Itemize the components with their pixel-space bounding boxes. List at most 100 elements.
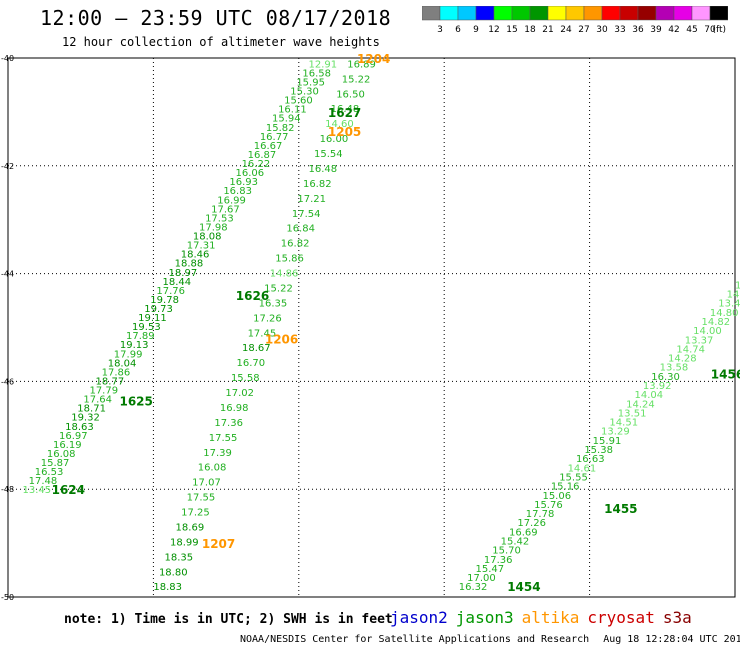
wave-height-value: 15.95 (296, 78, 325, 89)
wave-height-value: 16.19 (53, 440, 82, 451)
wave-height-value: 15.22 (342, 74, 371, 85)
wave-height-value: 18.99 (170, 537, 199, 548)
pass-time-label: 1205 (328, 125, 361, 139)
wave-height-value: 17.79 (89, 386, 118, 397)
wave-height-value: 18.71 (77, 404, 106, 415)
wave-height-value: 17.31 (187, 241, 216, 252)
wave-height-value: 13.92 (643, 381, 672, 392)
wave-height-value: 16.67 (254, 141, 283, 152)
wave-height-value: 18.97 (169, 268, 198, 279)
wave-height-value: 15.16 (551, 482, 580, 493)
wave-height-value: 17.99 (114, 349, 143, 360)
pass-time-label: 1207 (202, 537, 235, 551)
wave-height-value: 19.73 (144, 304, 173, 315)
wave-height-value: 18.63 (65, 422, 94, 433)
lat-tick-label: -42 (1, 162, 14, 171)
wave-height-value: 16.82 (303, 179, 332, 190)
lat-tick-label: -40 (1, 54, 14, 63)
wave-height-value: 14.74 (676, 344, 705, 355)
pass-time-label: 1455 (604, 502, 637, 516)
color-bin-label: 27 (578, 25, 589, 35)
wave-height-value: 16.48 (308, 164, 337, 175)
wave-height-value: 17.26 (253, 313, 282, 324)
wave-height-value: 18.67 (242, 343, 271, 354)
wave-height-value: 14.18 (727, 290, 740, 301)
satellite-legend-item: jason2 (390, 608, 448, 627)
wave-height-value: 16.63 (576, 454, 605, 465)
wave-height-value: 18.83 (153, 582, 182, 593)
wave-height-value: 13.45 (23, 485, 52, 496)
wave-height-value: 17.45 (248, 328, 277, 339)
lat-tick-label: -50 (1, 593, 14, 602)
pass-time-label: 1456 (711, 367, 740, 381)
wave-height-value: 16.22 (242, 159, 271, 170)
color-bin-label: 21 (542, 25, 553, 35)
pass-time-label: 1206 (265, 332, 298, 346)
page-title: 12:00 – 23:59 UTC 08/17/2018 (40, 6, 392, 30)
wave-height-value: 16.93 (229, 177, 258, 188)
credit-text: NOAA/NESDIS Center for Satellite Applica… (240, 634, 590, 645)
wave-height-value: 19.78 (150, 295, 179, 306)
satellite-legend-item: cryosat (587, 608, 655, 627)
wave-height-value: 16.58 (302, 68, 331, 79)
wave-height-value: 17.48 (29, 476, 58, 487)
wave-height-value: 15.82 (266, 123, 295, 134)
wave-height-value: 17.78 (526, 509, 555, 520)
wave-height-value: 17.21 (297, 194, 326, 205)
wave-height-value: 15.30 (290, 87, 319, 98)
color-bin (709, 6, 728, 21)
wave-height-value: 18.69 (176, 522, 205, 533)
color-bin-label: 12 (488, 25, 499, 35)
wave-height-value: 16.08 (198, 463, 227, 474)
wave-height-value: 17.53 (205, 213, 234, 224)
wave-height-value: 14.82 (702, 317, 731, 328)
wave-height-value: 14.00 (693, 326, 722, 337)
wave-height-value: 15.94 (272, 114, 301, 125)
pass-time-label: 1624 (52, 483, 85, 497)
color-bin-label: 9 (473, 25, 479, 35)
wave-height-value: 16.97 (59, 431, 88, 442)
wave-height-value: 16.53 (35, 467, 64, 478)
wave-height-value: 16.89 (347, 59, 376, 70)
satellite-legend: jason2 jason3 altika cryosat s3a (390, 608, 700, 627)
color-bin-label: 3 (437, 25, 443, 35)
wave-height-value: 15.38 (584, 445, 613, 456)
wave-height-value: 16.69 (509, 527, 538, 538)
wave-height-map: 757881848790-40-42-44-46-48-5013.4517.48… (1, 52, 740, 602)
wave-height-value: 15.22 (264, 283, 293, 294)
satellite-legend-item: s3a (662, 608, 692, 627)
wave-height-value: 16.82 (281, 239, 310, 250)
wave-height-value: 17.64 (83, 395, 112, 406)
wave-height-value: 17.07 (192, 478, 221, 489)
wave-height-value: 17.00 (467, 573, 496, 584)
color-bin-label: 42 (668, 25, 679, 35)
pass-time-label: 1625 (119, 394, 152, 408)
wave-height-value: 15.87 (41, 458, 70, 469)
wave-height-value: 13.51 (618, 408, 647, 419)
color-bin-label: 6 (455, 25, 461, 35)
wave-height-value: 16.98 (220, 403, 249, 414)
wave-height-value: 15.06 (542, 491, 571, 502)
wave-height-value: 16.06 (235, 168, 264, 179)
wave-height-value: 17.39 (203, 448, 232, 459)
wave-height-value: 15.58 (231, 373, 260, 384)
color-bin-label: 24 (560, 25, 572, 35)
wave-height-value: 16.84 (286, 224, 315, 235)
footer-note: note: 1) Time is in UTC; 2) SWH is in fe… (64, 612, 393, 627)
wave-height-value: 18.77 (96, 376, 125, 387)
color-bin-label: 39 (650, 25, 662, 35)
lat-tick-label: -44 (1, 270, 14, 279)
wave-height-value: 17.86 (102, 367, 131, 378)
satellite-legend-item: jason3 (455, 608, 514, 627)
credit-line: NOAA/NESDIS Center for Satellite Applica… (240, 634, 740, 645)
wave-height-value: 16.48 (331, 104, 360, 115)
wave-height-value: 17.76 (156, 286, 185, 297)
color-bin-label: 18 (524, 25, 536, 35)
pass-time-label: 1626 (236, 289, 269, 303)
track-b: 18.83 18.80 18.35 18.99 18.69 17.25 17.55 17.07… (153, 59, 376, 593)
wave-height-value: 19.13 (120, 340, 149, 351)
color-bin-label: 45 (686, 25, 697, 35)
wave-height-value: 19.32 (71, 413, 100, 424)
wave-height-value: 15.86 (275, 254, 304, 265)
